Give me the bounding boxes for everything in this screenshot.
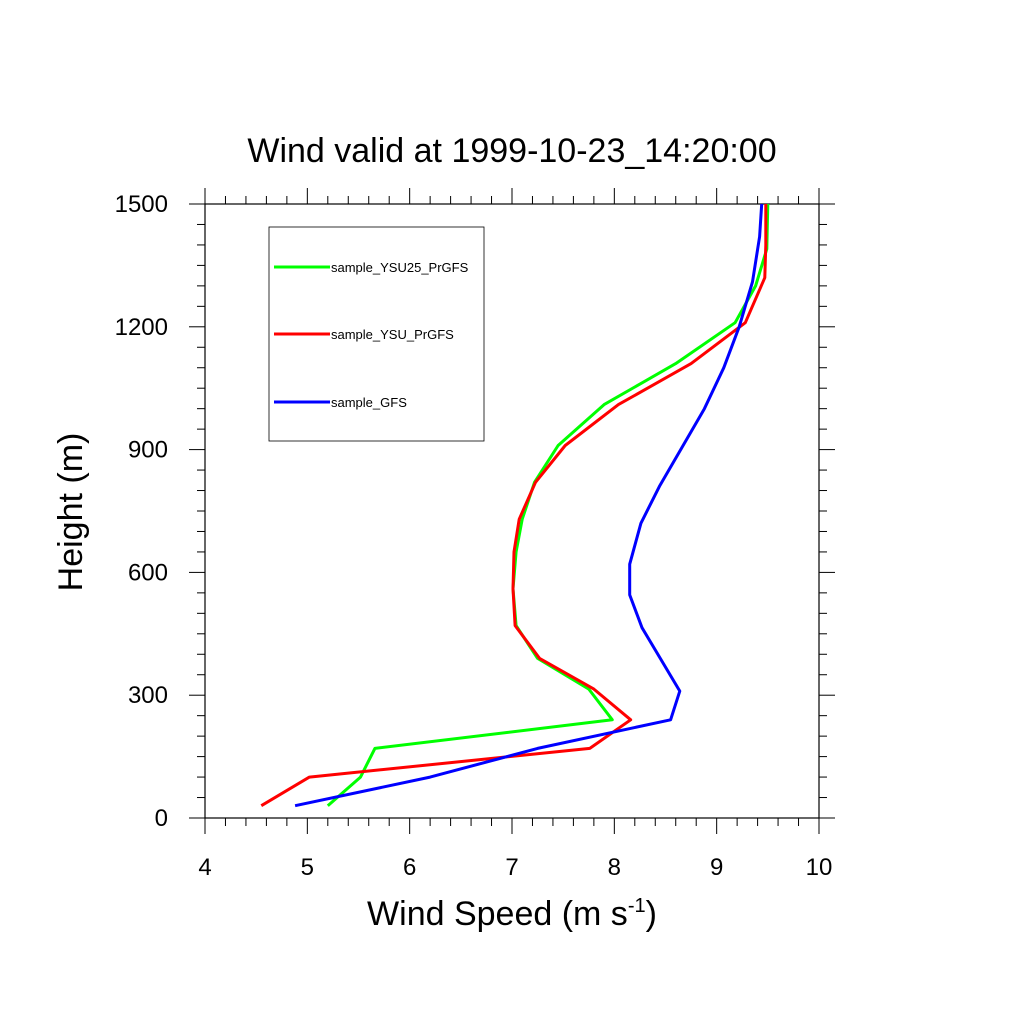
x-tick-label: 7 [505, 854, 518, 881]
legend-items: sample_YSU25_PrGFS sample_YSU_PrGFSsample… [274, 260, 469, 410]
chart-title: Wind valid at 1999-10-23_14:20:00 [247, 132, 776, 170]
x-tick-label: 9 [710, 854, 723, 881]
x-axis-label-end: ) [646, 895, 657, 933]
y-tick-label: 1200 [115, 314, 168, 341]
x-tick-label: 5 [301, 854, 314, 881]
series-line-sample_YSU_PrGFS [260, 204, 768, 807]
series-lines [260, 203, 770, 808]
y-axis-label: Height (m) [52, 433, 90, 592]
x-tick-label: 10 [806, 854, 833, 881]
y-tick-label: 1500 [115, 191, 168, 218]
y-tick-label: 600 [128, 559, 168, 586]
x-tick-label: 6 [403, 854, 416, 881]
y-tick-label: 300 [128, 682, 168, 709]
y-tick-label: 0 [155, 805, 168, 832]
y-tick-label: 900 [128, 437, 168, 464]
legend-label: sample_YSU_PrGFS [331, 327, 454, 342]
legend: sample_YSU25_PrGFS sample_YSU_PrGFSsample… [268, 226, 485, 442]
x-axis-label-main: Wind Speed (m s [367, 895, 628, 933]
legend-label: sample_GFS [331, 395, 407, 410]
x-tick-label: 8 [608, 854, 621, 881]
x-axis-label-sup: -1 [628, 895, 646, 917]
series-line-sample_GFS [294, 203, 764, 808]
x-axis-label: Wind Speed (m s-1) [367, 895, 657, 933]
series-line-sample_YSU25_PrGFS [326, 203, 770, 807]
legend-label: sample_YSU25_PrGFS [331, 260, 469, 275]
x-tick-label: 4 [198, 854, 211, 881]
axis-ticks [189, 188, 835, 834]
y-tick-labels: 0 300 600 900 1200 1500 [115, 191, 168, 832]
x-tick-labels: 4 5 6 7 8 9 10 [198, 854, 832, 881]
